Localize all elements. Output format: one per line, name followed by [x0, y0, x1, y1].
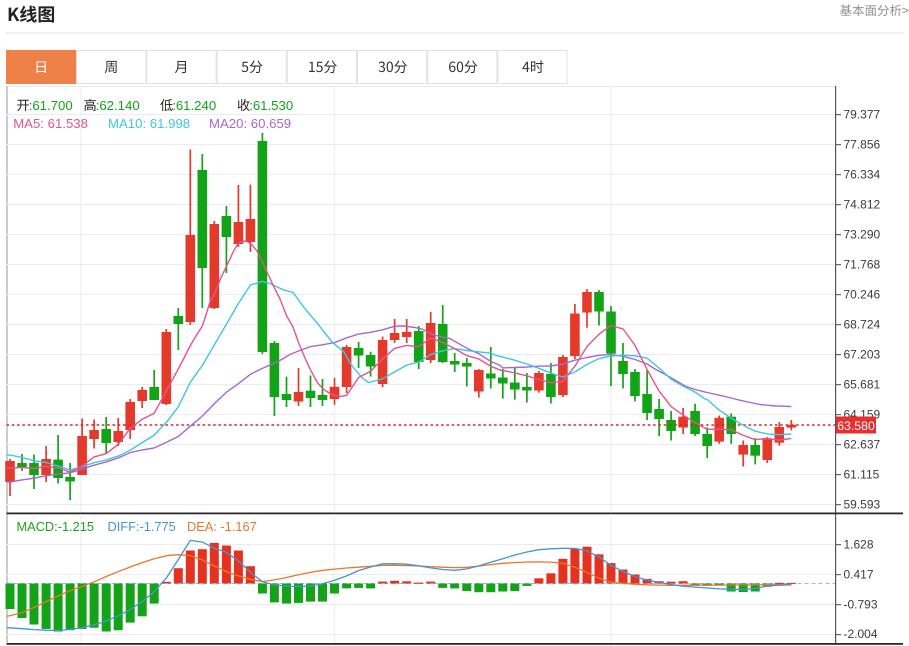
svg-text::61.240: :61.240 [172, 98, 216, 113]
svg-text:59.593: 59.593 [844, 498, 881, 512]
svg-text:65.681: 65.681 [844, 378, 881, 392]
svg-text:79.377: 79.377 [844, 108, 881, 122]
svg-text:DIFF:-1.775: DIFF:-1.775 [108, 519, 176, 534]
svg-text:MA5: 61.538: MA5: 61.538 [13, 116, 88, 131]
svg-text:1.628: 1.628 [844, 538, 874, 552]
svg-text:67.203: 67.203 [844, 348, 881, 362]
svg-text:70.246: 70.246 [844, 288, 881, 302]
svg-text:-0.793: -0.793 [844, 597, 878, 611]
svg-text:MACD:-1.215: MACD:-1.215 [17, 519, 95, 534]
svg-text:61.115: 61.115 [844, 468, 880, 482]
svg-text:73.290: 73.290 [844, 228, 881, 242]
svg-text:MA10: 61.998: MA10: 61.998 [108, 116, 190, 131]
svg-text:68.724: 68.724 [844, 318, 881, 332]
svg-text:DEA: -1.167: DEA: -1.167 [187, 519, 257, 534]
svg-text:71.768: 71.768 [844, 258, 881, 272]
svg-text:0.417: 0.417 [844, 567, 874, 581]
svg-text::61.530: :61.530 [249, 98, 293, 113]
svg-text::62.140: :62.140 [96, 98, 140, 113]
svg-text:-2.004: -2.004 [844, 627, 878, 641]
svg-text:77.856: 77.856 [844, 138, 881, 152]
svg-text:62.637: 62.637 [844, 438, 881, 452]
svg-text:74.812: 74.812 [844, 198, 881, 212]
svg-text:76.334: 76.334 [844, 168, 881, 182]
svg-text:MA20: 60.659: MA20: 60.659 [209, 116, 291, 131]
svg-text:63.580: 63.580 [837, 419, 875, 433]
svg-text::61.700: :61.700 [29, 98, 73, 113]
